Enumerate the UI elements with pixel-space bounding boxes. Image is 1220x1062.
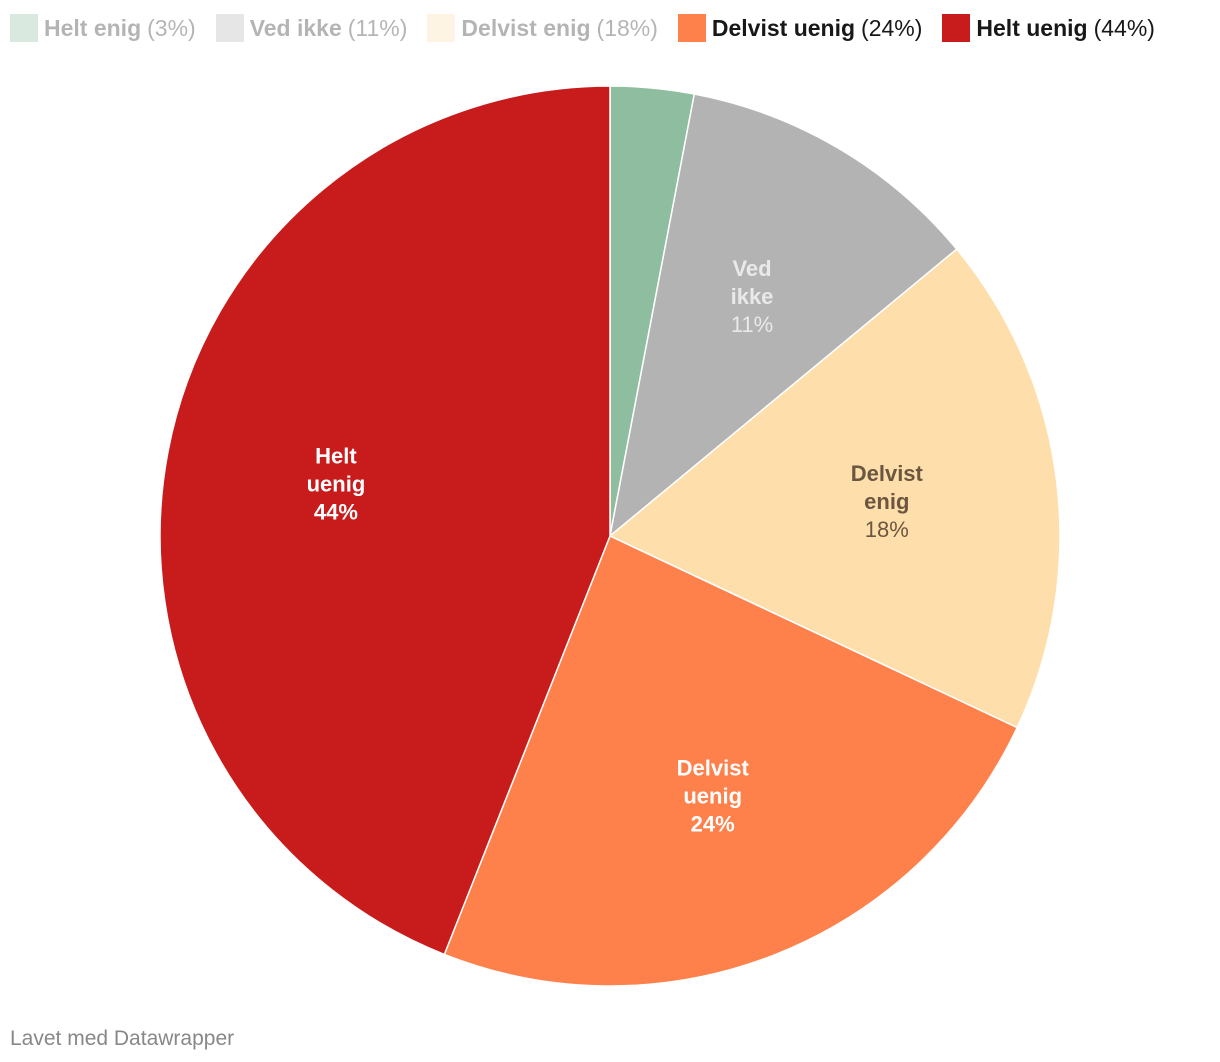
legend-percent: (44%) [1093,15,1155,41]
legend-item-helt-enig[interactable]: Helt enig (3%) [10,12,196,44]
legend-swatch [942,14,971,42]
slice-label-name: ikke [731,284,774,309]
slice-label-percent: 11% [731,312,773,337]
footer-credit: Lavet med Datawrapper [10,1027,235,1050]
legend-label: Ved ikke [249,15,342,41]
slice-label-delvist-uenig: Delvist uenig 24% [677,755,750,836]
slice-label-name: uenig [307,472,366,497]
slice-label-name: enig [864,489,909,514]
legend-label: Helt enig [44,15,142,41]
legend-percent: (3%) [147,15,196,41]
slice-label-helt-uenig: Helt uenig 44% [307,444,366,525]
legend-percent: (11%) [347,15,408,41]
pie-slice-ved-ikke[interactable] [608,93,958,538]
slice-label-ved-ikke: Ved ikke 11% [731,256,774,337]
legend-label: Helt uenig [976,15,1088,41]
pie-slice-delvist-enig[interactable] [608,248,1061,729]
slice-label-name: Helt [315,444,357,469]
legend-item-delvist-enig[interactable]: Delvist enig (18%) [427,12,658,44]
slice-label-percent: 44% [314,500,358,525]
legend-percent: (18%) [596,15,658,41]
legend-item-ved-ikke[interactable]: Ved ikke (11%) [215,12,408,44]
legend-swatch [427,14,456,42]
slice-label-name: uenig [683,783,742,808]
pie-slice-helt-uenig[interactable] [159,85,611,956]
legend-percent: (24%) [861,15,923,41]
slice-label-name: Delvist [851,461,924,486]
chart-legend: Helt enig (3%) Ved ikke (11%) Delvist enig (1… [10,12,1155,44]
legend-swatch [677,14,706,42]
slice-label-percent: 24% [691,811,735,836]
legend-swatch [215,14,244,42]
slice-label-percent: 18% [865,517,909,542]
legend-label: Delvist enig [461,15,591,41]
pie-slice-delvist-uenig[interactable] [443,534,1019,987]
legend-label: Delvist uenig [711,15,856,41]
legend-item-delvist-uenig[interactable]: Delvist uenig (24%) [677,12,923,44]
legend-swatch [10,14,38,42]
slice-label-name: Delvist [677,755,750,780]
slice-label-delvist-enig: Delvist enig 18% [851,461,924,542]
legend-item-helt-uenig[interactable]: Helt uenig (44%) [942,12,1155,44]
slice-label-name: Ved [732,256,771,281]
